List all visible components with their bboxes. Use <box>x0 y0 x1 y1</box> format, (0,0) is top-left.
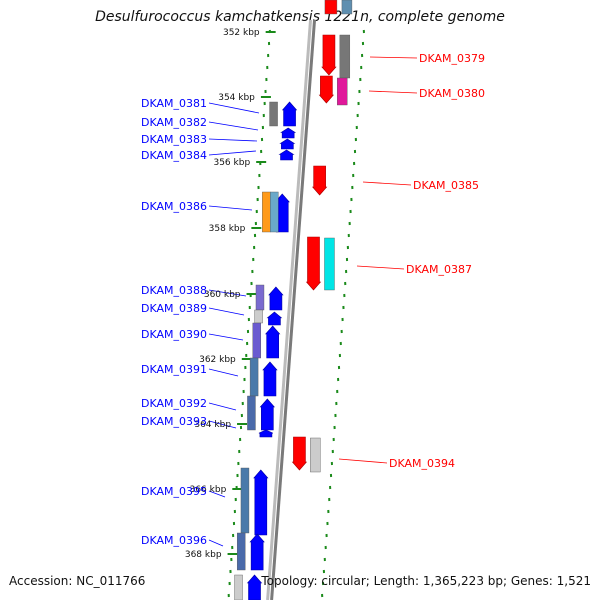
forward-gene-arrow <box>280 127 297 139</box>
reverse-cds-box <box>341 0 353 15</box>
right-gene-label: DKAM_0379 <box>419 52 485 65</box>
forward-cds-box <box>236 532 246 571</box>
left-gene-label: DKAM_0392 <box>141 397 207 410</box>
forward-gene-arrow <box>258 429 274 438</box>
reverse-gene-arrow <box>311 165 328 196</box>
forward-cds-box <box>240 467 250 534</box>
left-gene-label: DKAM_0393 <box>141 415 207 428</box>
reverse-gene-arrow <box>305 236 322 291</box>
left-leader-line <box>208 490 226 498</box>
left-gene-label: DKAM_0386 <box>141 200 207 213</box>
left-gene-label: DKAM_0390 <box>141 328 207 341</box>
left-gene-label: DKAM_0395 <box>141 485 207 498</box>
right-leader-line <box>362 181 412 186</box>
left-gene-label: DKAM_0388 <box>141 284 207 297</box>
left-leader-line <box>208 150 257 156</box>
left-leader-line <box>208 539 224 547</box>
right-leader-line <box>368 90 418 94</box>
kbp-label: 368 kbp <box>185 550 222 560</box>
tick-layer <box>227 29 365 598</box>
forward-gene-arrow <box>246 574 263 600</box>
reverse-cds-box <box>339 34 351 79</box>
forward-gene-arrow <box>262 361 278 397</box>
backbone-shadow <box>266 19 313 600</box>
left-gene-label: DKAM_0396 <box>141 534 207 547</box>
forward-cds-box <box>254 309 263 324</box>
right-leader-line <box>356 265 405 270</box>
genome-title: Desulfurococcus kamchatkensis 1221n, com… <box>95 9 505 25</box>
reverse-gene-arrow <box>321 34 337 76</box>
topology-text: Topology: circular; Length: 1,365,223 bp… <box>261 574 591 588</box>
accession-text: Accession: NC_011766 <box>9 574 146 588</box>
forward-gene-arrow <box>259 398 275 431</box>
right-gene-label: DKAM_0380 <box>419 87 485 100</box>
left-gene-label: DKAM_0391 <box>141 363 207 376</box>
kbp-label: 354 kbp <box>218 93 255 103</box>
forward-gene-arrow <box>279 138 296 150</box>
right-gene-label: DKAM_0387 <box>406 263 472 276</box>
forward-gene-arrow <box>266 311 283 326</box>
forward-cds-box <box>247 395 256 431</box>
forward-gene-arrow <box>278 149 295 161</box>
kbp-label: 358 kbp <box>209 224 246 234</box>
forward-cds-box <box>255 284 265 311</box>
forward-gene-arrow <box>268 286 284 311</box>
left-leader-line <box>208 402 237 411</box>
reverse-cds-box <box>324 237 335 291</box>
left-gene-label: DKAM_0383 <box>141 133 207 146</box>
left-leader-line <box>208 121 259 131</box>
right-leader-line <box>338 458 388 464</box>
feature-layer <box>234 0 353 600</box>
left-leader-line <box>208 138 258 142</box>
backbone-layer <box>266 19 317 600</box>
kbp-label: 364 kbp <box>194 420 231 430</box>
forward-cds-box <box>252 322 262 359</box>
left-leader-line <box>208 368 239 377</box>
right-leader-line <box>369 56 418 59</box>
forward-cds-box <box>234 574 243 600</box>
reverse-gene-arrow <box>318 75 335 104</box>
forward-gene-arrow <box>281 101 298 127</box>
forward-gene-arrow <box>265 325 281 359</box>
forward-cds-box <box>249 357 259 397</box>
forward-cds-box <box>270 191 279 233</box>
left-leader-line <box>208 102 260 114</box>
leader-line-layer <box>208 56 418 547</box>
backbone-line <box>270 19 317 600</box>
kbp-label: 356 kbp <box>213 158 250 168</box>
kbp-label: 360 kbp <box>204 290 241 300</box>
reverse-gene-arrow <box>291 436 308 471</box>
right-gene-label: DKAM_0385 <box>413 179 479 192</box>
left-leader-line <box>208 420 237 429</box>
reverse-cds-box <box>324 0 338 15</box>
left-gene-label: DKAM_0384 <box>141 149 207 162</box>
forward-cds-box <box>269 101 278 127</box>
left-leader-line <box>208 307 245 316</box>
label-layer: 352 kbp 354 kbp 356 kbp 358 kbp 360 kbp 362 k… <box>141 28 485 560</box>
forward-cds-box <box>262 191 271 233</box>
left-gene-label: DKAM_0389 <box>141 302 207 315</box>
kbp-label: 362 kbp <box>199 355 236 365</box>
forward-gene-arrow <box>253 469 269 536</box>
forward-gene-arrow <box>249 533 265 571</box>
left-leader-line <box>208 333 244 341</box>
kbp-label: 366 kbp <box>190 485 227 495</box>
right-gene-label: DKAM_0394 <box>389 457 455 470</box>
left-gene-label: DKAM_0381 <box>141 97 207 110</box>
reverse-cds-box <box>337 77 348 106</box>
left-leader-line <box>208 289 247 297</box>
kbp-label: 352 kbp <box>223 28 260 38</box>
left-leader-line <box>208 205 253 211</box>
left-gene-label: DKAM_0382 <box>141 116 207 129</box>
reverse-cds-box <box>310 437 321 473</box>
